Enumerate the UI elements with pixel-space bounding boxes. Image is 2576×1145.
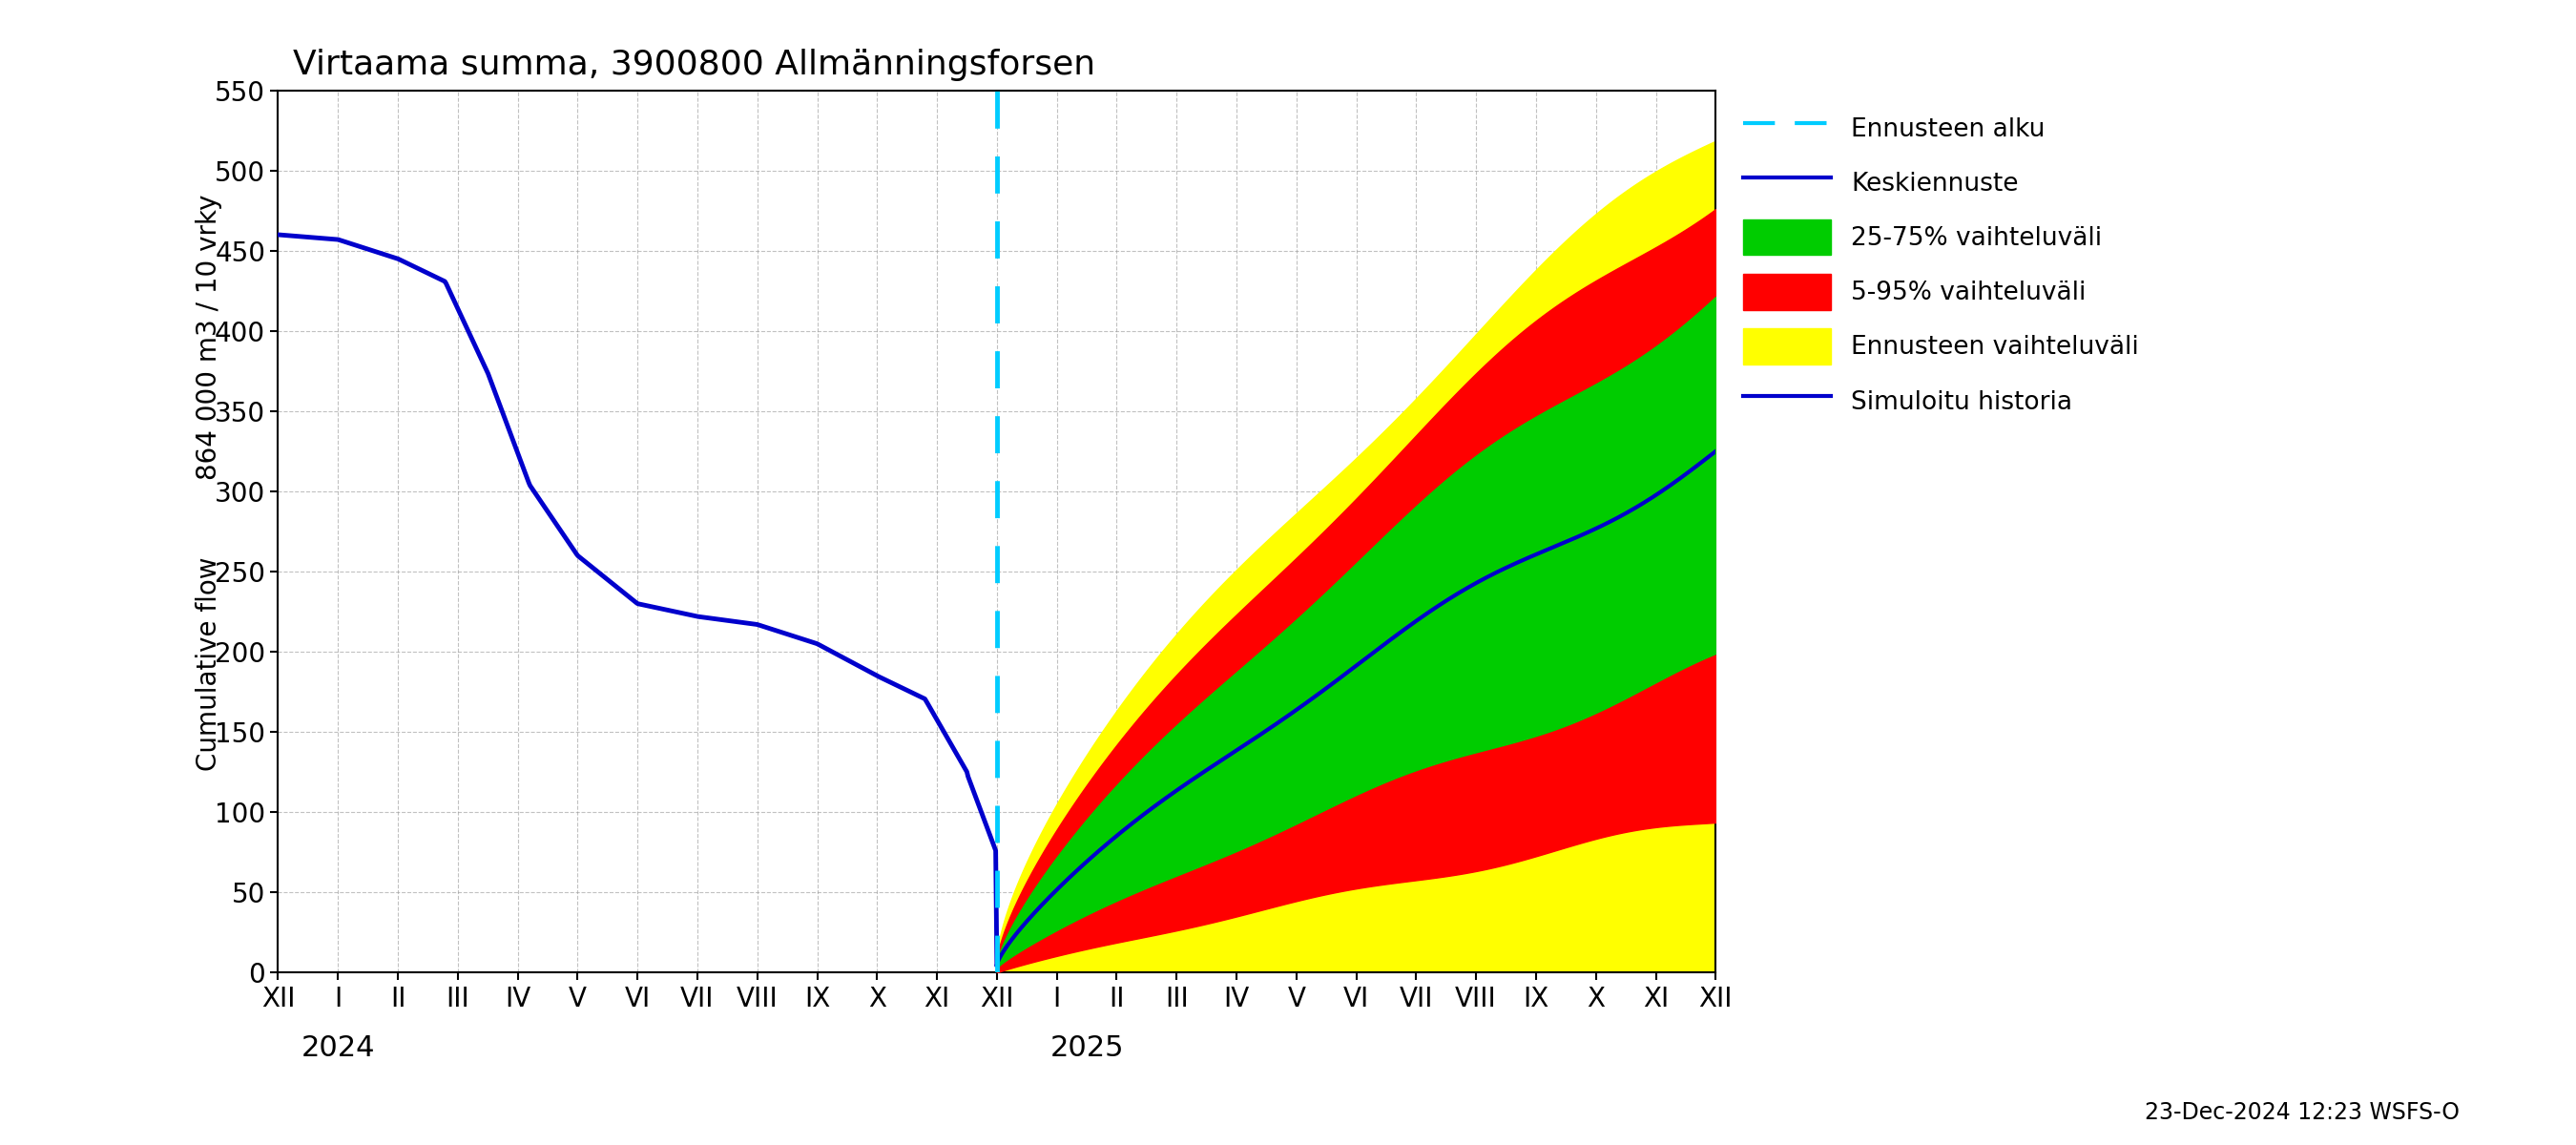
- Text: 864 000 m3 / 10 vrky: 864 000 m3 / 10 vrky: [196, 195, 222, 480]
- Text: Cumulative flow: Cumulative flow: [196, 556, 222, 771]
- Text: 2024: 2024: [301, 1034, 376, 1063]
- Legend: Ennusteen alku, Keskiennuste, 25-75% vaihteluväli, 5-95% vaihteluväli, Ennusteen: Ennusteen alku, Keskiennuste, 25-75% vai…: [1736, 103, 2146, 426]
- Text: Virtaama summa, 3900800 Allmänningsforsen: Virtaama summa, 3900800 Allmänningsforse…: [294, 48, 1095, 81]
- Text: 2025: 2025: [1051, 1034, 1123, 1063]
- Text: 23-Dec-2024 12:23 WSFS-O: 23-Dec-2024 12:23 WSFS-O: [2146, 1101, 2460, 1124]
